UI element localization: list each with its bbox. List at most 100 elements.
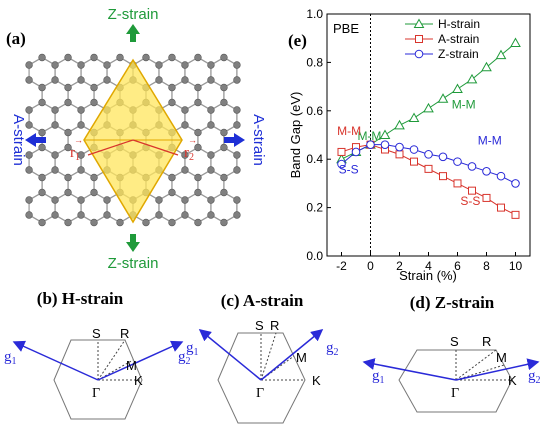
z-strain-up-arrow-icon — [126, 24, 140, 42]
g2-vector-d — [455, 358, 540, 381]
k-point-label-c: K — [312, 373, 321, 388]
g1-vector-d — [362, 358, 457, 381]
s-point-label-d: S — [450, 334, 459, 349]
lattice-atom — [155, 76, 163, 84]
x-tick-label: 8 — [483, 259, 490, 273]
x-tick-label: -2 — [336, 259, 347, 273]
lattice-atom — [90, 188, 98, 197]
panel-e-label: (e) — [288, 31, 307, 50]
y-tick-label: 0.2 — [306, 201, 323, 215]
lattice-atom — [77, 76, 85, 84]
g1-label-b: g1 — [4, 349, 17, 367]
lattice-atom — [155, 61, 163, 69]
r-point-label-c: R — [270, 318, 279, 333]
bz-hexagon-d — [398, 349, 513, 413]
x-axis-label: Strain (%) — [399, 268, 457, 283]
g1-vector-c — [198, 329, 262, 381]
h-strain-point — [394, 119, 405, 130]
lattice-atom — [233, 106, 241, 114]
g1-vector-b — [12, 340, 99, 381]
z-strain-point — [409, 145, 419, 154]
chart-annotation: M-M — [357, 129, 381, 143]
h-strain-point — [379, 129, 391, 139]
panel-a: r1 r2 → → Z-strain Z-strain A-strain A-s… — [6, 6, 267, 272]
gamma-m-line-c — [260, 355, 295, 381]
lattice-atom — [194, 218, 202, 227]
y-axis-label: Band Gap (eV) — [288, 92, 303, 179]
lattice-atom — [38, 53, 46, 62]
g2-label-d: g2 — [528, 368, 541, 386]
lattice-atom — [207, 76, 215, 84]
lattice-atom — [90, 83, 98, 92]
lattice-atom — [51, 61, 59, 69]
lattice-atom — [38, 128, 46, 137]
lattice-atom — [25, 196, 33, 204]
lattice-atom — [51, 76, 59, 84]
panel-a-label: (a) — [6, 29, 26, 48]
lattice-atom — [64, 83, 72, 92]
r1-label: r1 — [70, 145, 80, 163]
g2-label-c: g2 — [326, 340, 339, 358]
lattice-atom — [220, 83, 228, 92]
lattice-atom — [64, 53, 72, 62]
lattice-atom — [38, 98, 46, 107]
m-point-label-c: M — [296, 350, 307, 365]
lattice-atom — [77, 106, 85, 114]
x-tick-label: 2 — [396, 259, 403, 273]
lattice-atom — [51, 151, 59, 159]
lattice-atom — [233, 196, 241, 204]
lattice-atom — [155, 211, 163, 219]
z-strain-point — [467, 162, 477, 171]
panel-c-title: (c) A-strain — [221, 291, 304, 310]
lattice-atom — [77, 196, 85, 204]
gamma-point-label-b: Γ — [92, 386, 100, 401]
r2-arrow-icon: → — [188, 135, 197, 145]
lattice-atom — [25, 151, 33, 159]
lattice-atom — [207, 106, 215, 114]
s-point-label-c: S — [255, 318, 264, 333]
bz-panel-d: (d) Z-strain S R M K Γ g1 g2 — [362, 293, 541, 413]
lattice-atom — [103, 76, 111, 84]
bz-hexagon-c — [217, 332, 306, 424]
h-strain-point — [437, 93, 449, 103]
lattice-atom — [168, 53, 176, 62]
lattice-atom — [220, 173, 228, 182]
chart-series — [336, 37, 521, 219]
a-strain-point — [482, 193, 491, 202]
lattice-atom — [25, 61, 33, 69]
m-point-label-b: M — [126, 358, 137, 373]
z-strain-point — [438, 152, 448, 162]
lattice-atom — [233, 76, 241, 84]
lattice-atom — [194, 98, 202, 107]
lattice-atom — [207, 211, 215, 219]
lattice-atom — [233, 151, 241, 159]
lattice-atom — [64, 98, 72, 107]
lattice-atom — [90, 53, 98, 62]
g1-label-c: g1 — [186, 340, 199, 358]
lattice-atom — [103, 61, 111, 69]
lattice-atom — [194, 83, 202, 92]
gamma-m-line-b — [97, 359, 134, 381]
h-strain-point — [481, 61, 492, 72]
lattice-atom — [103, 211, 111, 219]
legend-marker — [413, 18, 425, 28]
bz-hexagon-b — [53, 339, 143, 420]
s-point-label-b: S — [92, 326, 101, 341]
legend-marker — [414, 49, 424, 59]
h-strain-point — [466, 73, 478, 84]
r2-label: r2 — [184, 145, 194, 163]
z-strain-point — [395, 142, 404, 152]
gamma-r-line-b — [97, 339, 126, 381]
lattice-atom — [90, 98, 98, 107]
x-tick-label: 0 — [367, 259, 374, 273]
r2-vector — [132, 139, 179, 156]
z-strain-point — [380, 140, 390, 149]
h-strain-point — [423, 102, 434, 113]
a-strain-right-arrow-icon — [224, 133, 245, 147]
chart-ticks: -2 0 2 4 6 8 10 0.0 0.2 0.4 0.6 0.8 1.0 — [306, 7, 522, 273]
lattice-atom — [194, 143, 202, 152]
lattice-atom — [220, 98, 228, 107]
x-tick-label: 4 — [425, 259, 432, 273]
